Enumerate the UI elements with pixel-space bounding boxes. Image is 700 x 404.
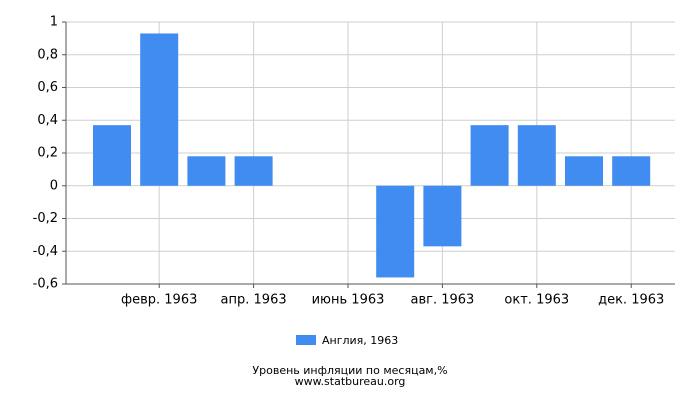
bar — [187, 156, 226, 186]
bar — [612, 156, 651, 186]
bar — [140, 33, 179, 186]
x-tick-label: февр. 1963 — [121, 293, 197, 308]
y-tick-label: 0,4 — [37, 113, 58, 128]
y-tick-label: -0,6 — [33, 277, 58, 292]
x-tick-label: апр. 1963 — [221, 293, 287, 308]
y-tick-label: -0,2 — [33, 211, 58, 226]
y-tick-label: -0,4 — [33, 244, 58, 259]
bar — [93, 125, 131, 186]
bar — [517, 125, 556, 186]
chart-title: Уровень инфляции по месяцам,% — [252, 364, 447, 377]
y-tick-label: 1 — [50, 15, 58, 30]
x-tick-label: июнь 1963 — [312, 293, 385, 308]
y-tick-label: 0,6 — [37, 80, 58, 95]
bar — [423, 185, 462, 247]
x-tick-label: дек. 1963 — [598, 293, 664, 308]
legend-swatch — [296, 335, 316, 345]
legend-label: Англия, 1963 — [322, 334, 398, 347]
y-tick-label: 0,2 — [37, 146, 58, 161]
bar — [376, 185, 415, 278]
x-tick-label: окт. 1963 — [504, 293, 569, 308]
chart-subtitle: www.statbureau.org — [295, 375, 406, 388]
x-tick-label: авг. 1963 — [410, 293, 474, 308]
bar — [470, 125, 509, 186]
y-tick-label: 0,8 — [37, 47, 58, 62]
y-tick-label: 0 — [50, 178, 58, 193]
bar — [234, 156, 273, 186]
bar — [565, 156, 603, 186]
